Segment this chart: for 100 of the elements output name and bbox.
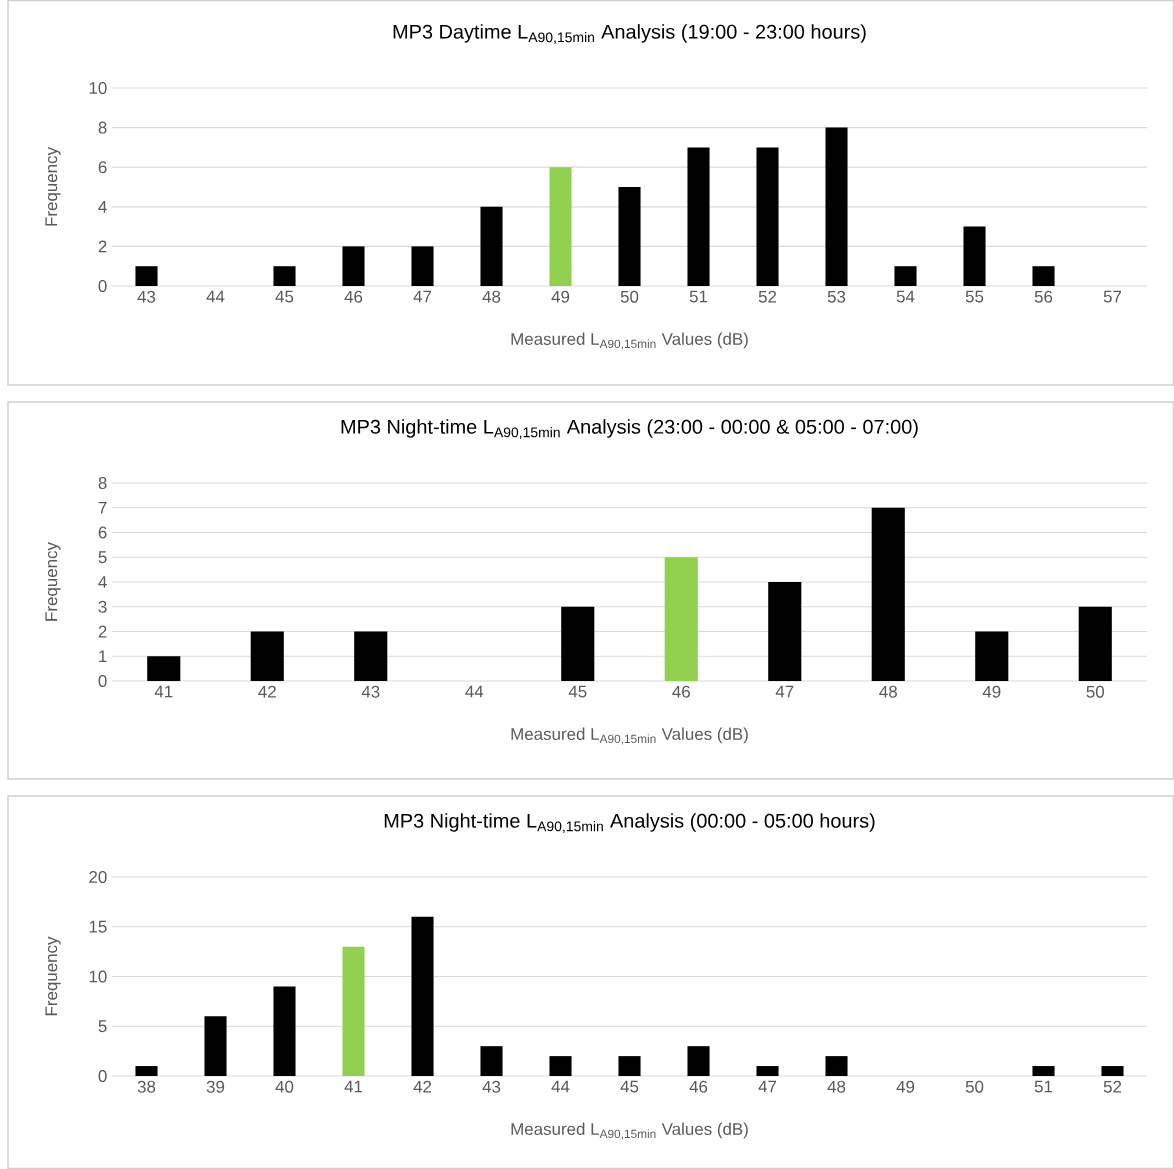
bar: [342, 946, 365, 1077]
x-tick-label: 52: [1103, 1080, 1122, 1093]
x-tick-label: 44: [206, 290, 225, 303]
bar: [354, 631, 388, 682]
bar: [687, 147, 710, 287]
x-tick-label: 44: [551, 1080, 570, 1093]
y-tick-label: 1: [99, 650, 107, 663]
y-tick-label: 4: [98, 200, 107, 213]
y-tick-label: 0: [98, 280, 107, 292]
bar: [411, 916, 434, 1077]
y-tick-label: 7: [98, 501, 107, 514]
x-tick-label: 46: [689, 1080, 708, 1093]
x-tick-label: 42: [413, 1080, 432, 1093]
x-tick-label: 45: [620, 1080, 639, 1093]
x-tick-label: 56: [1034, 290, 1053, 303]
x-tick-label: 48: [482, 290, 501, 303]
bar: [1032, 1066, 1055, 1077]
x-tick-label: 50: [1086, 685, 1105, 698]
y-tick-label: 15: [89, 920, 107, 933]
x-tick-label: 51: [689, 290, 708, 303]
x-tick-label: 51: [1034, 1080, 1053, 1093]
x-tick-label: 47: [775, 685, 794, 698]
y-tick-label: 2: [98, 240, 107, 253]
bar: [135, 1066, 158, 1077]
bar: [1032, 266, 1055, 287]
y-tick-label: 0: [98, 1070, 107, 1083]
y-tick-label: 6: [98, 526, 107, 539]
bar: [618, 187, 641, 287]
x-tick-label: 45: [275, 290, 294, 303]
bar: [342, 246, 365, 287]
bar: [561, 606, 595, 682]
y-axis-title: Frequency: [45, 147, 61, 226]
chart-title: MP3 Daytime L$_{A90,15min}$ Analysis (19:00 - 23:00 hours): [393, 24, 866, 44]
x-tick-label: 46: [672, 685, 690, 698]
bar: [549, 167, 572, 287]
bar: [135, 266, 158, 287]
y-tick-label: 8: [98, 477, 107, 490]
x-tick-label: 53: [827, 290, 846, 303]
bar: [756, 1066, 779, 1077]
x-tick-label: 43: [482, 1080, 501, 1093]
bar: [768, 582, 802, 682]
bar: [687, 1046, 710, 1077]
bar: [549, 1056, 572, 1077]
x-tick-label: 41: [344, 1080, 363, 1093]
x-tick-label: 43: [137, 290, 156, 303]
bar: [825, 1056, 848, 1077]
y-tick-label: 0: [98, 675, 107, 688]
chart-title: MP3 Night-time L$_{A90,15min}$ Analysis (00:00 - 05:00 hours): [384, 813, 875, 833]
bar: [147, 656, 181, 682]
x-axis-title: Measured L$_{A90,15min}$ Values (dB): [511, 727, 748, 745]
x-tick-label: 39: [206, 1080, 225, 1093]
x-tick-label: 47: [413, 290, 432, 303]
x-tick-label: 41: [154, 685, 173, 698]
x-tick-label: 45: [568, 685, 587, 698]
bar: [411, 246, 434, 287]
y-axis-title: Frequency: [45, 936, 61, 1016]
y-tick-label: 4: [98, 576, 107, 588]
y-tick-label: 2: [98, 625, 107, 638]
bar: [250, 631, 284, 682]
x-tick-label: 42: [258, 685, 276, 698]
x-tick-label: 49: [982, 685, 1001, 698]
bar: [480, 206, 503, 287]
x-tick-label: 57: [1103, 290, 1122, 303]
bar: [1078, 606, 1112, 682]
x-tick-label: 54: [896, 290, 915, 303]
y-tick-label: 10: [89, 82, 107, 94]
x-axis-title: Measured L$_{A90,15min}$ Values (dB): [511, 332, 748, 350]
x-axis-title: Measured L$_{A90,15min}$ Values (dB): [511, 1122, 748, 1140]
y-tick-label: 8: [98, 121, 107, 134]
bar: [963, 226, 986, 287]
x-tick-label: 47: [758, 1080, 777, 1093]
x-tick-label: 49: [551, 290, 570, 303]
bar: [618, 1056, 641, 1077]
bar: [894, 266, 917, 287]
x-tick-label: 50: [965, 1080, 984, 1093]
y-tick-label: 10: [89, 970, 107, 983]
bar: [664, 557, 698, 682]
x-tick-label: 50: [620, 290, 639, 303]
bar: [871, 507, 905, 682]
x-tick-label: 55: [965, 290, 984, 303]
y-tick-label: 5: [98, 1020, 107, 1033]
bar: [825, 127, 848, 287]
y-tick-label: 20: [89, 871, 107, 884]
bar: [756, 147, 779, 287]
y-axis-title: Frequency: [45, 542, 61, 621]
x-tick-label: 40: [275, 1080, 294, 1093]
x-tick-label: 48: [879, 685, 897, 698]
bar: [204, 1016, 227, 1077]
bar: [480, 1046, 503, 1077]
x-tick-label: 44: [465, 685, 484, 698]
x-tick-label: 38: [137, 1080, 156, 1093]
x-tick-label: 43: [361, 685, 380, 698]
x-tick-label: 52: [758, 290, 777, 303]
x-tick-label: 49: [896, 1080, 915, 1093]
y-tick-label: 6: [98, 161, 107, 174]
x-tick-label: 48: [827, 1080, 846, 1093]
bar: [975, 631, 1009, 682]
y-tick-label: 3: [98, 600, 107, 613]
bar: [273, 266, 296, 287]
x-tick-label: 46: [344, 290, 363, 303]
